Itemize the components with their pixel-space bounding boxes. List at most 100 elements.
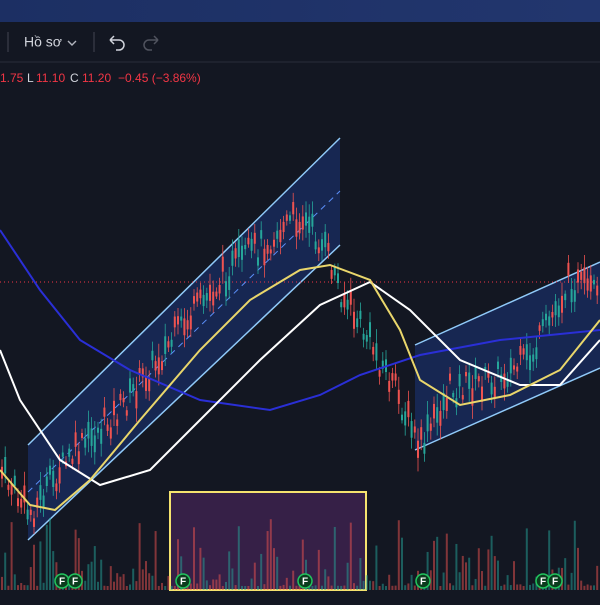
candle-body <box>487 370 490 378</box>
candle-body <box>87 421 90 439</box>
candle-body <box>394 373 397 381</box>
volume-bar <box>103 585 106 590</box>
volume-bar <box>13 574 16 590</box>
legend-high: 1.75 <box>0 71 24 85</box>
volume-bar <box>263 584 266 590</box>
event-marker[interactable] <box>175 573 191 589</box>
volume-bar <box>205 580 208 590</box>
volume-bar <box>509 585 512 590</box>
volume-bar <box>519 584 522 590</box>
candle-body <box>564 293 567 301</box>
volume-bar <box>529 584 531 590</box>
candle-body <box>535 347 538 360</box>
volume-bar <box>231 568 234 590</box>
undo-button[interactable] <box>109 35 125 51</box>
volume-bar <box>273 548 275 590</box>
chevron[interactable] <box>67 40 77 46</box>
candle-body <box>551 312 554 318</box>
candle-body <box>493 386 496 398</box>
legend-close-letter: C <box>70 71 79 85</box>
candle-body <box>125 410 128 416</box>
candle-body <box>324 231 327 248</box>
candle-body <box>151 350 154 361</box>
candle-body <box>362 333 365 340</box>
channel-line <box>414 367 600 451</box>
volume-bar <box>484 585 487 590</box>
candle-body <box>71 458 74 464</box>
volume-bar <box>394 585 397 590</box>
volume-bar <box>221 585 224 590</box>
volume-bar <box>225 581 227 590</box>
candle-body <box>263 248 266 266</box>
candle-body <box>538 325 541 331</box>
volume-bar <box>154 531 157 590</box>
volume-bar <box>452 585 455 590</box>
volume-bar <box>218 574 221 590</box>
event-marker[interactable] <box>67 573 83 589</box>
candle-body <box>253 232 256 244</box>
candle-body <box>148 378 151 392</box>
candle-body <box>45 476 48 487</box>
event-marker[interactable] <box>297 573 313 589</box>
volume-bar <box>301 539 304 590</box>
candle-body <box>554 301 557 316</box>
volume-bar <box>33 544 35 590</box>
volume-bar <box>401 537 403 590</box>
volume-bar <box>157 585 160 590</box>
candle-body <box>445 398 448 411</box>
volume-bar <box>490 535 493 590</box>
candle-body <box>589 275 592 292</box>
volume-bar <box>349 522 352 590</box>
candle-body <box>218 284 221 294</box>
event-label: F <box>302 577 308 588</box>
volume-bar <box>372 581 375 590</box>
volume-bar <box>356 585 359 590</box>
volume-bar <box>145 561 147 590</box>
event-label: F <box>180 577 186 588</box>
profile-button[interactable]: Hồ sơ <box>24 34 62 50</box>
candle-body <box>596 285 599 296</box>
event-marker[interactable] <box>547 573 563 589</box>
volume-bar <box>506 575 509 590</box>
candle-body <box>497 361 499 370</box>
candle-body <box>298 221 301 234</box>
volume-bar <box>586 584 589 590</box>
candle-body <box>311 213 314 227</box>
plot <box>0 137 600 591</box>
volume-bar <box>570 572 573 590</box>
event-label: F <box>420 577 426 588</box>
candle-body <box>426 414 429 432</box>
redo-button[interactable] <box>143 35 159 51</box>
volume-bar <box>388 574 391 590</box>
volume-bar <box>333 526 336 590</box>
candle-body <box>196 292 199 302</box>
candle-body <box>93 435 96 453</box>
volume-bar <box>269 519 272 590</box>
volume-bar <box>266 531 269 590</box>
volume-bar <box>337 585 339 590</box>
candle-body <box>417 440 419 458</box>
volume-bar <box>4 552 7 590</box>
candle-body <box>573 290 576 302</box>
volume-bar <box>234 585 237 590</box>
candle-body <box>193 296 195 304</box>
candle-body <box>173 316 176 328</box>
candle-body <box>231 250 234 266</box>
volume-bar <box>311 585 314 590</box>
candle-body <box>481 386 483 402</box>
volume-bar <box>497 560 499 590</box>
candle-body <box>321 239 323 251</box>
volume-bar <box>279 585 282 590</box>
candle-body <box>209 284 211 301</box>
volume-bar <box>567 584 570 590</box>
volume-bar <box>404 585 407 590</box>
event-marker[interactable] <box>415 573 431 589</box>
volume-bar <box>564 558 567 590</box>
candle-body <box>468 372 471 389</box>
candle-body <box>23 485 26 503</box>
volume-bar <box>589 585 592 590</box>
candle-body <box>113 400 115 416</box>
candle-body <box>442 393 445 411</box>
volume-bar <box>170 585 173 590</box>
